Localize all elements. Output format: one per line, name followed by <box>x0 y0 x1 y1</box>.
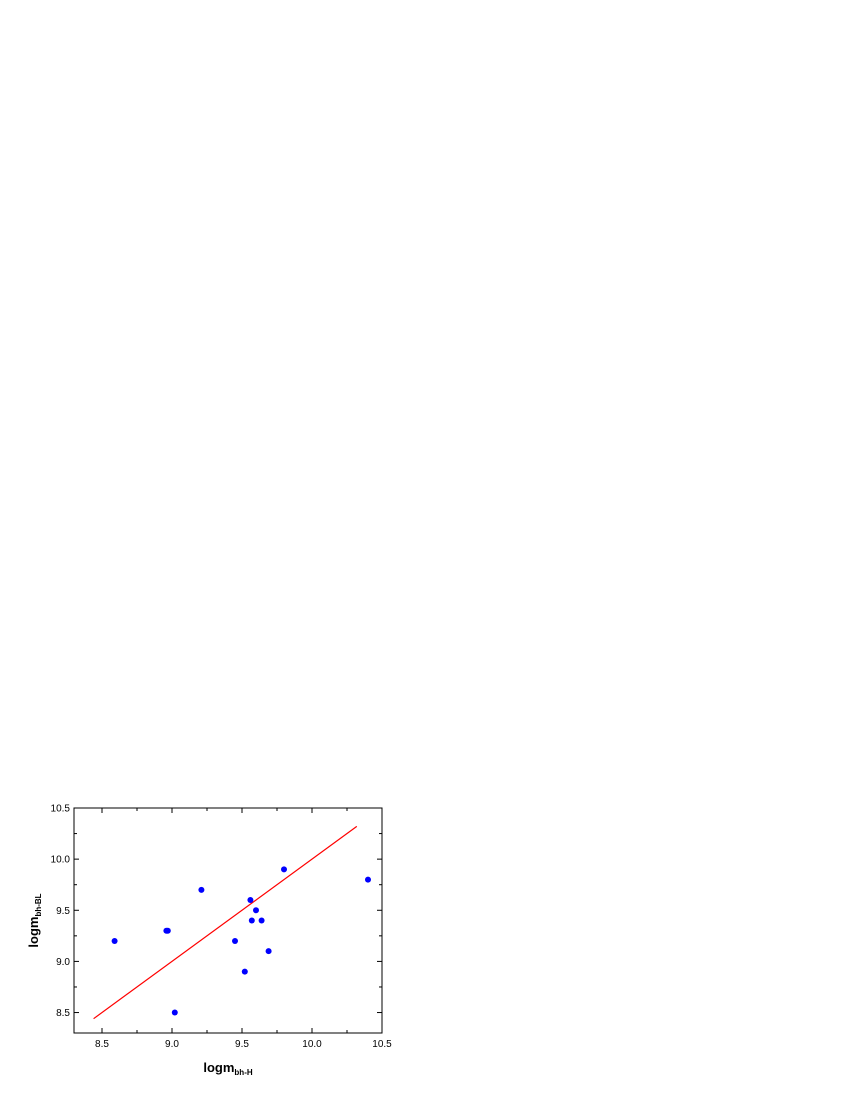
data-point <box>164 927 171 934</box>
x-axis-title: logmbh-H <box>203 1060 253 1077</box>
data-point <box>265 948 272 955</box>
x-tick-label: 10.0 <box>302 1039 322 1050</box>
y-tick-label: 8.5 <box>56 1008 70 1019</box>
x-axis-title-subscript: bh-H <box>234 1068 252 1077</box>
y-tick-label: 9.0 <box>56 957 70 968</box>
x-axis-title-main: logm <box>203 1060 234 1075</box>
x-tick-label: 10.5 <box>372 1039 392 1050</box>
x-tick-label: 9.0 <box>165 1039 179 1050</box>
data-point <box>258 917 265 924</box>
data-point <box>171 1009 178 1016</box>
y-tick-label: 10.0 <box>51 855 71 866</box>
data-point <box>241 968 248 975</box>
y-tick-label: 10.5 <box>51 804 71 815</box>
plot-frame <box>73 807 383 1034</box>
ticks-layer: 8.5 9.0 9.5 10.0 10.5 8.5 9.0 9.5 10.0 10.5 <box>51 804 393 1051</box>
data-point <box>253 907 259 914</box>
y-axis-title: logmbh-BL <box>26 893 43 947</box>
data-point <box>111 937 118 944</box>
data-point <box>198 886 205 893</box>
fit-line <box>93 825 358 1020</box>
data-point <box>365 876 371 883</box>
data-point <box>232 937 238 944</box>
fit-layer <box>93 825 358 1020</box>
y-axis-title-main: logm <box>26 917 41 948</box>
points-layer <box>111 866 371 1016</box>
x-tick-label: 8.5 <box>95 1039 109 1050</box>
y-axis-title-subscript: bh-BL <box>34 893 43 916</box>
x-tick-label: 9.5 <box>235 1039 249 1050</box>
y-tick-label: 9.5 <box>56 906 70 917</box>
data-point <box>248 917 255 924</box>
data-point <box>281 866 287 873</box>
data-point <box>247 897 254 904</box>
